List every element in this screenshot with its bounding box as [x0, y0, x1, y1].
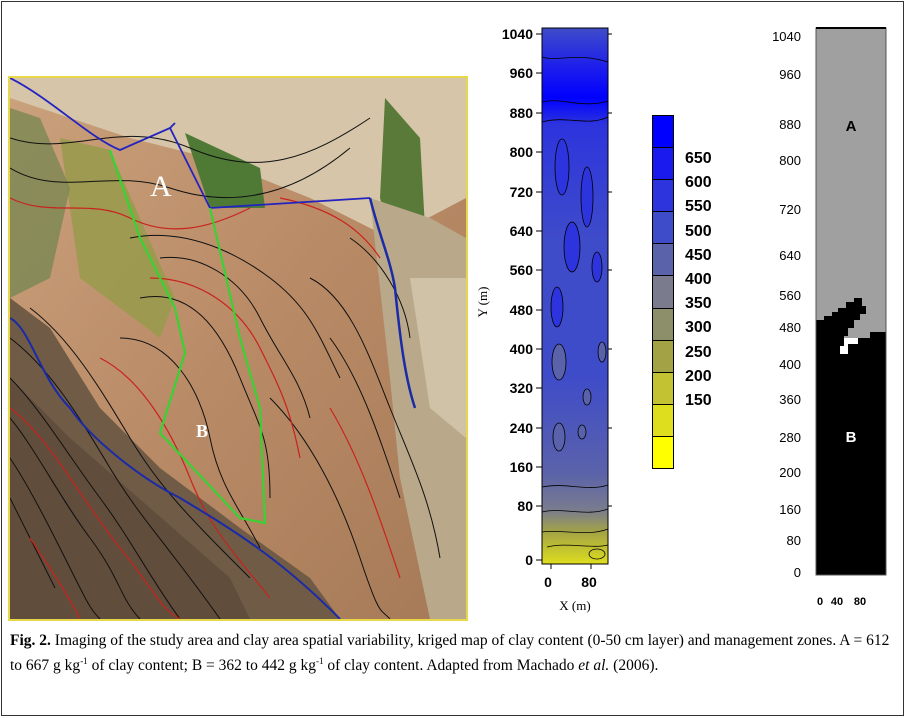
legend-swatch [653, 403, 673, 436]
legend-swatch [653, 307, 673, 340]
zone-b-label: B [196, 421, 209, 441]
kriged-y-ticks: 1040 960 880 800 720 640 560 480 400 320… [475, 26, 612, 613]
zones-x-tick: 80 [854, 596, 866, 608]
legend-swatch [653, 147, 673, 180]
aerial-photo-drawing [10, 78, 466, 619]
kriged-y-tick: 880 [510, 105, 534, 121]
legend-swatch [653, 211, 673, 244]
caption-etal: et al. [578, 657, 610, 675]
figure-caption: Fig. 2. Imaging of the study area and cl… [10, 630, 900, 676]
kriged-y-tick: 400 [510, 341, 534, 357]
kriged-clay-map: 1040 960 880 800 720 640 560 480 400 320… [475, 26, 612, 613]
kriged-y-tick: 240 [510, 420, 534, 436]
kriged-x-tick: 80 [581, 574, 597, 590]
legend-swatch [653, 179, 673, 212]
kriged-y-tick: 960 [510, 65, 534, 81]
caption-text: (2006). [609, 657, 659, 675]
legend-value: 650 [685, 150, 712, 167]
zones-x-tick: 0 [817, 596, 823, 608]
zones-y-tick: 160 [779, 502, 801, 517]
legend-value: 150 [685, 392, 712, 410]
legend-swatches [652, 115, 674, 469]
legend-value: 450 [685, 246, 712, 264]
kriged-y-tick: 1040 [502, 26, 533, 42]
zones-y-tick: 640 [779, 248, 801, 263]
zone-a-area [816, 28, 886, 338]
management-zones-map: 1040 960 880 800 720 640 560 480 400 360… [772, 27, 887, 608]
aerial-photo: A B [8, 76, 468, 621]
legend-value: 200 [685, 367, 712, 385]
zones-y-tick: 560 [779, 288, 801, 303]
zones-y-tick: 1040 [772, 29, 801, 44]
kriged-y-tick: 480 [510, 302, 534, 318]
legend-value: 350 [685, 295, 712, 313]
zones-y-tick: 960 [779, 67, 801, 82]
legend-value: 500 [685, 222, 712, 240]
legend-value: 550 [685, 198, 712, 216]
legend-value: 250 [685, 343, 712, 361]
zones-y-tick: 280 [779, 430, 801, 445]
legend-value: 400 [685, 271, 712, 289]
legend-swatch [653, 435, 673, 469]
zones-y-tick: 400 [779, 357, 801, 372]
legend-swatch [653, 371, 673, 404]
zones-x-tick: 40 [831, 596, 843, 608]
caption-text: Imaging of the study area and clay area … [10, 632, 890, 675]
kriged-y-tick: 0 [525, 552, 533, 568]
zones-y-tick: 80 [787, 533, 801, 548]
legend-value: 600 [685, 174, 712, 192]
kriged-y-tick: 80 [517, 498, 533, 514]
caption-superscript: -1 [80, 656, 88, 666]
zones-y-tick: 200 [779, 465, 801, 480]
zones-y-tick: 800 [779, 153, 801, 168]
legend-swatch [653, 339, 673, 372]
legend-swatch [653, 275, 673, 308]
zones-y-tick: 0 [794, 565, 801, 580]
caption-text: of clay content. Adapted from Machado [323, 657, 579, 675]
zones-y-tick: 480 [779, 320, 801, 335]
legend-value: 300 [685, 319, 712, 337]
clay-legend: 650 600 550 500 450 400 350 300 250 200 … [652, 115, 732, 485]
kriged-y-tick: 160 [510, 459, 534, 475]
zone-b-area [816, 298, 886, 575]
zones-y-tick: 880 [779, 117, 801, 132]
kriged-x-tick: 0 [544, 574, 552, 590]
kriged-y-tick: 640 [510, 223, 534, 239]
caption-superscript: -1 [315, 656, 324, 666]
zones-y-tick: 360 [779, 392, 801, 407]
kriged-y-tick: 560 [510, 262, 534, 278]
legend-swatch [653, 243, 673, 276]
kriged-x-axis-label: X (m) [559, 598, 590, 613]
kriged-y-axis-label: Y (m) [475, 287, 490, 318]
kriged-y-tick: 720 [510, 184, 534, 200]
kriged-y-tick: 320 [510, 380, 534, 396]
caption-text: of clay content; B = 362 to 442 g kg [87, 657, 316, 675]
zone-a-label: A [150, 170, 172, 203]
figure-label: Fig. 2. [10, 632, 51, 649]
legend-swatch [653, 116, 673, 148]
zones-y-tick: 720 [779, 202, 801, 217]
zone-b-map-label: B [846, 429, 857, 446]
zone-a-map-label: A [846, 118, 857, 135]
kriged-y-tick: 800 [510, 144, 534, 160]
